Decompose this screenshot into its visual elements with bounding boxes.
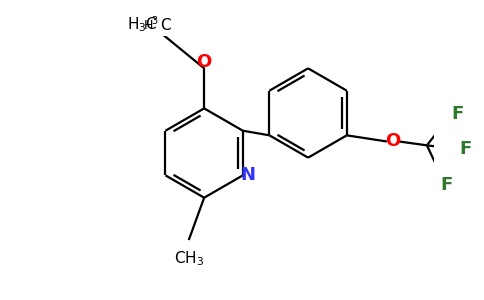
Text: CH$_3$: CH$_3$	[174, 249, 204, 268]
Text: H$_3$C: H$_3$C	[127, 15, 158, 34]
Text: N: N	[241, 167, 256, 184]
Text: F: F	[440, 176, 452, 194]
Text: F: F	[452, 105, 464, 123]
Text: O: O	[197, 53, 212, 71]
Text: C: C	[160, 19, 171, 34]
Text: 3: 3	[151, 16, 157, 26]
Text: O: O	[385, 133, 401, 151]
Text: F: F	[459, 140, 471, 158]
Text: H: H	[143, 20, 152, 32]
